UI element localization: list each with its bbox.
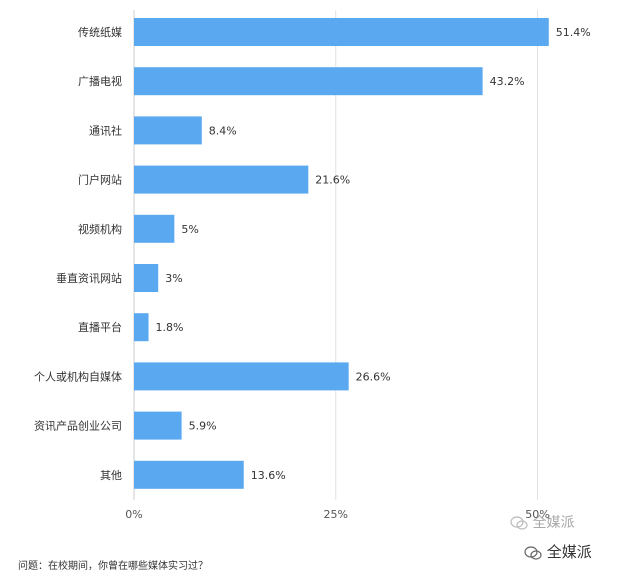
bar: [134, 264, 159, 292]
bar: [134, 214, 175, 243]
category-label: 门户网站: [78, 173, 122, 187]
x-tick-label: 25%: [324, 508, 348, 521]
value-label: 26.6%: [356, 370, 391, 383]
category-label: 其他: [100, 469, 122, 482]
wechat-icon: [510, 516, 528, 530]
watermark-bottom: 全媒派: [524, 541, 592, 562]
bar: [134, 165, 309, 194]
watermark-text: 全媒派: [546, 543, 592, 561]
bar: [134, 67, 483, 96]
value-label: 8.4%: [209, 124, 237, 137]
category-label: 直播平台: [78, 320, 122, 334]
bar: [134, 411, 182, 440]
value-labels: 51.4% 43.2% 8.4% 21.6% 5% 3% 1.8% 26.6% 5.9% 13.6…: [156, 26, 591, 482]
bar: [134, 460, 244, 489]
bar: [134, 18, 549, 46]
question-caption: 问题：在校期间，你曾在哪些媒体实习过？: [18, 561, 208, 572]
category-label: 通讯社: [89, 123, 122, 137]
category-label: 个人或机构自媒体: [34, 369, 122, 383]
category-label: 资讯产品创业公司: [34, 419, 122, 433]
value-label: 43.2%: [490, 75, 525, 88]
value-label: 21.6%: [315, 174, 350, 187]
value-label: 5%: [181, 223, 198, 236]
watermark-top: 全媒派: [510, 512, 574, 532]
x-tick-label: 50%: [525, 508, 549, 521]
bar: [134, 116, 202, 145]
value-label: 13.6%: [251, 469, 286, 482]
x-tick-label: 0%: [125, 508, 142, 521]
value-label: 3%: [165, 272, 182, 285]
bar: [134, 362, 349, 391]
wechat-icon: [524, 545, 542, 560]
bars-group: [134, 18, 549, 489]
category-label: 视频机构: [78, 222, 122, 236]
value-label: 5.9%: [189, 420, 217, 433]
bar: [134, 313, 149, 342]
category-label: 广播电视: [78, 74, 122, 88]
category-label: 垂直资讯网站: [56, 271, 122, 285]
x-axis-ticks: 0% 25% 50%: [125, 508, 549, 521]
category-labels: 传统纸媒广播电视通讯社门户网站视频机构垂直资讯网站直播平台个人或机构自媒体资讯产…: [34, 26, 122, 482]
watermark-text: 全媒派: [532, 515, 575, 531]
category-label: 传统纸媒: [78, 26, 122, 39]
value-label: 51.4%: [556, 26, 591, 39]
value-label: 1.8%: [156, 321, 184, 334]
